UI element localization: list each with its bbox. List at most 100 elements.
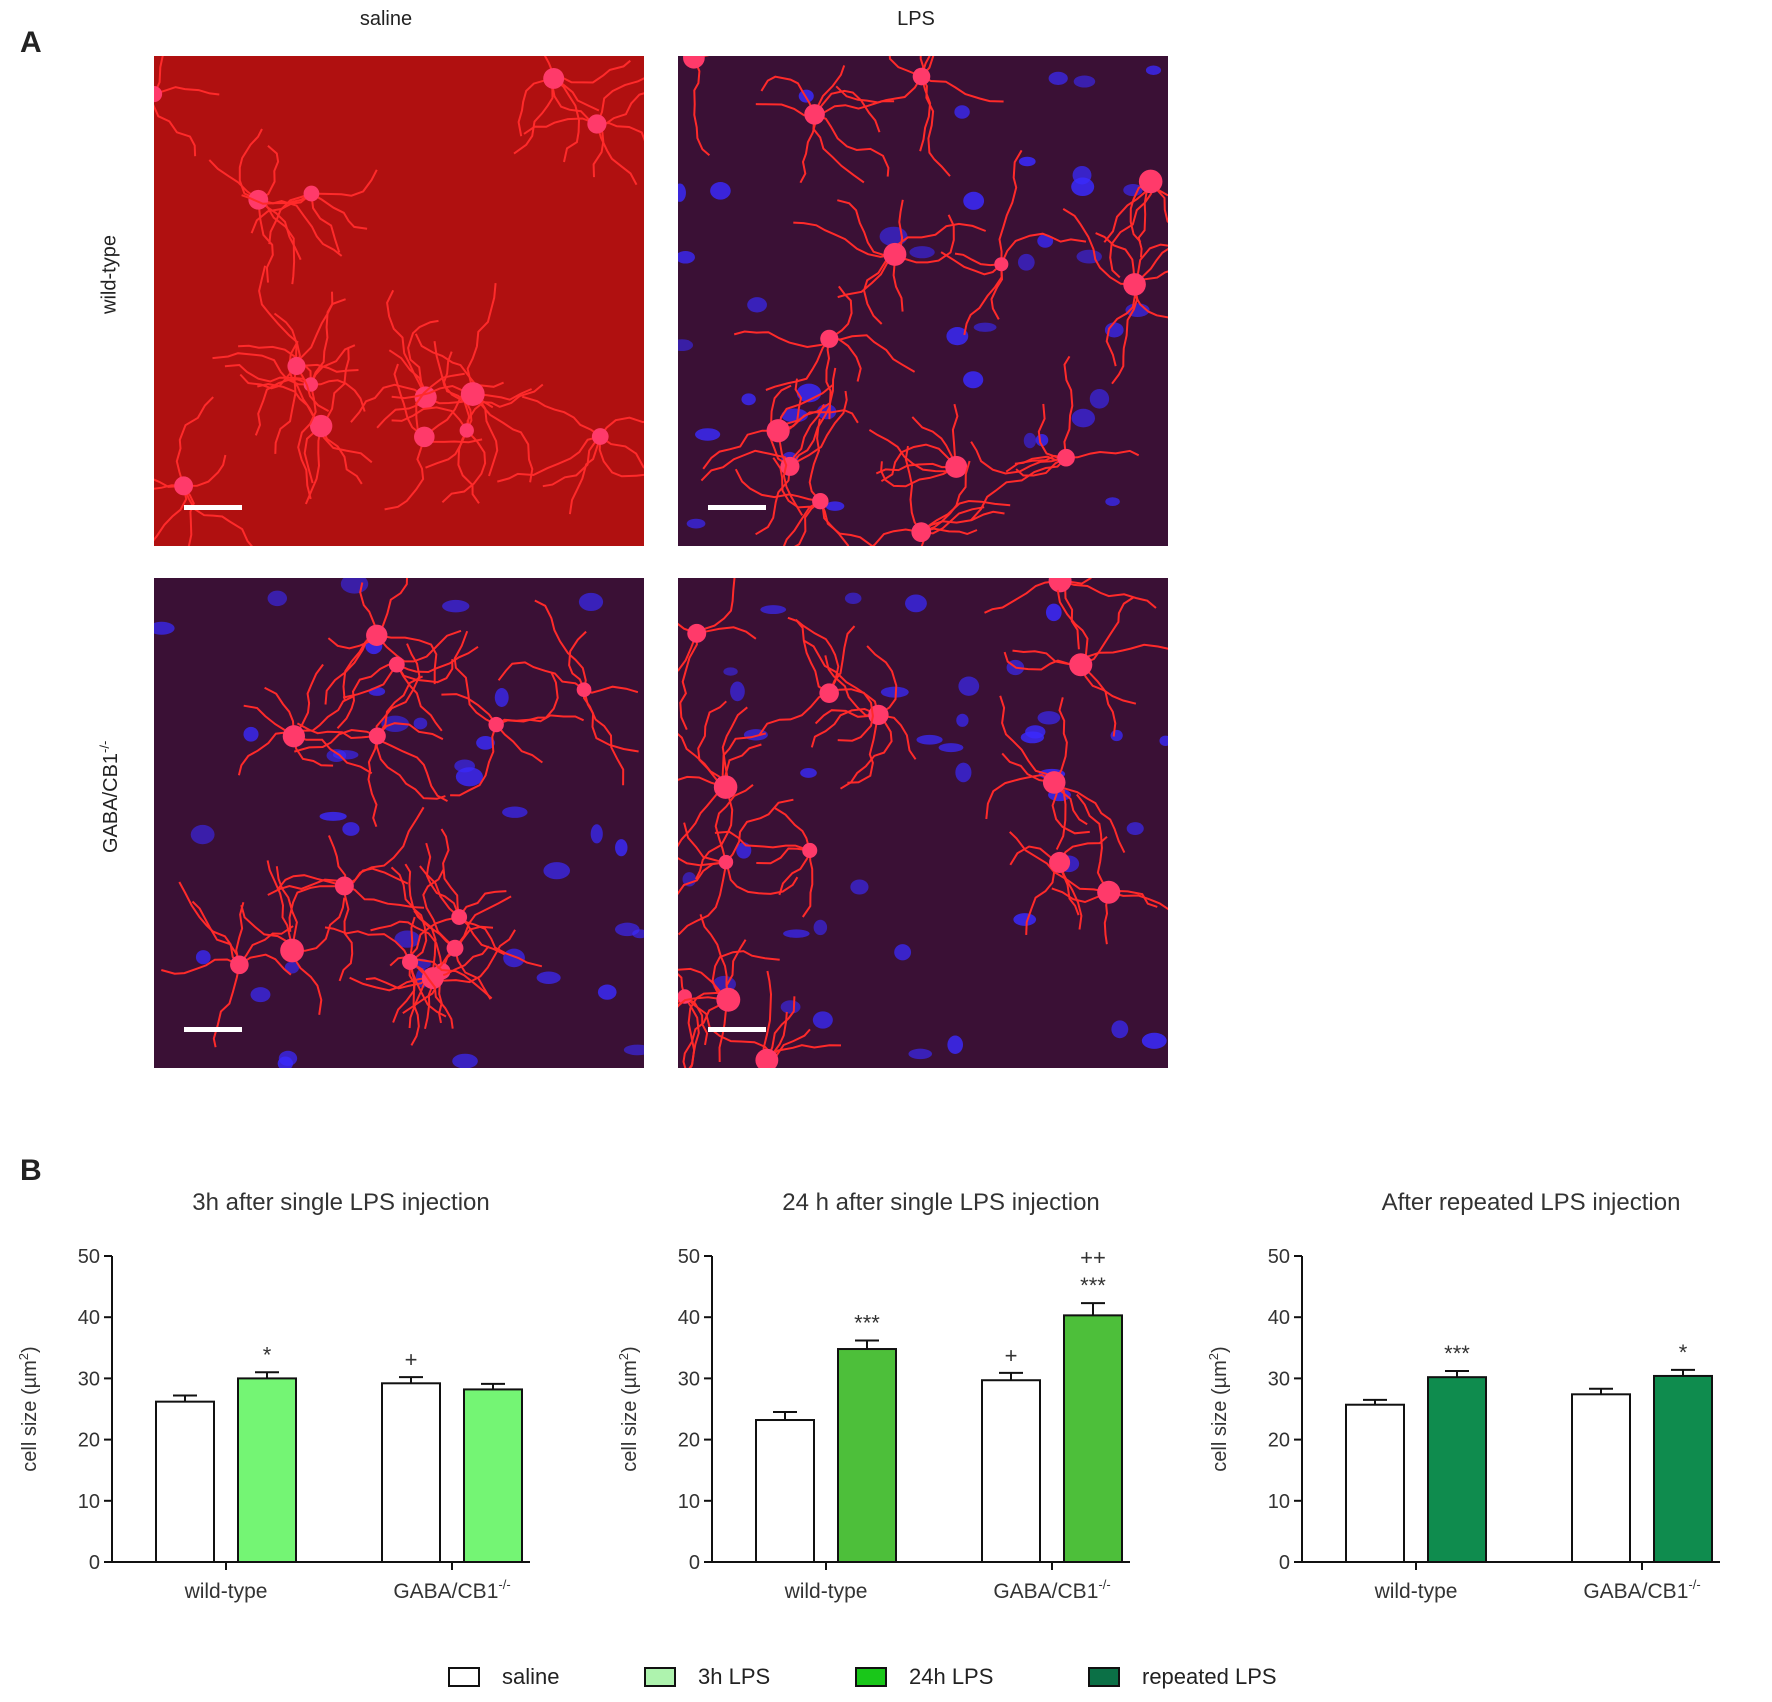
microglia-process — [241, 192, 312, 205]
microglia-process — [1103, 181, 1152, 243]
bar — [1345, 1403, 1405, 1563]
microglia-process — [466, 283, 497, 395]
microglia-process — [311, 169, 378, 197]
microglia-process — [238, 344, 312, 385]
microglia-process — [415, 372, 465, 438]
microglia-soma — [716, 987, 741, 1012]
significance-label: *** — [1444, 1341, 1470, 1366]
microglia-process — [497, 435, 601, 483]
nucleus — [1111, 1020, 1129, 1039]
nucleus — [905, 594, 927, 613]
chart-3h: 3h after single LPS injection 0 10 20 30 40 50… — [0, 1180, 590, 1625]
y-tick-label: 50 — [1268, 1246, 1290, 1268]
significance-label: * — [1679, 1340, 1688, 1365]
scale-bar — [708, 1027, 766, 1032]
microglia-process — [1133, 284, 1168, 319]
microglia-process — [1056, 589, 1089, 666]
microglia-process — [954, 252, 1002, 267]
microglia-soma — [1057, 448, 1075, 467]
nucleus — [760, 605, 787, 615]
nucleus — [1072, 165, 1092, 185]
microglia-process — [454, 947, 492, 1000]
microglia-soma — [945, 455, 968, 478]
legend: saline 3h LPS 24h LPS repeated LPS — [0, 1664, 1772, 1700]
microglia-process — [813, 89, 881, 133]
microglia-soma — [287, 356, 306, 376]
nucleus — [623, 1044, 644, 1056]
microglia-soma — [587, 114, 607, 134]
legend-label: 24h LPS — [909, 1664, 994, 1689]
microglia-process — [235, 902, 245, 966]
chart-title: After repeated LPS injection — [1382, 1189, 1681, 1216]
significance-label: *** — [854, 1310, 880, 1335]
microglia-process — [292, 897, 346, 952]
microglia-process — [443, 351, 473, 431]
microglia-soma — [309, 414, 333, 438]
microglia-process — [404, 863, 428, 963]
microglia-process — [568, 630, 587, 691]
microglia-process — [367, 735, 379, 828]
microglia-process — [880, 461, 957, 488]
microglia-process — [919, 76, 932, 152]
microglia-process — [154, 86, 220, 96]
microglia-process — [985, 773, 1055, 820]
microglia-process — [386, 289, 427, 398]
microglia-process — [1000, 232, 1087, 265]
legend-swatch — [644, 1667, 676, 1687]
microglia-process — [1063, 355, 1074, 458]
microglia-soma — [451, 909, 468, 925]
nucleus — [284, 961, 300, 974]
bar — [1063, 1314, 1123, 1563]
microglia-soma — [1138, 169, 1163, 194]
microglia-process — [391, 384, 474, 400]
nucleus — [1037, 234, 1054, 248]
legend-item-24h: 24h LPS — [855, 1664, 993, 1690]
microglia-process — [342, 634, 378, 701]
microglia-process — [495, 723, 543, 764]
microglia-process — [293, 663, 324, 737]
nucleus — [452, 1053, 478, 1068]
chart-24h: 24 h after single LPS injection 0 10 20 30 40… — [600, 1180, 1190, 1625]
nucleus — [442, 599, 470, 613]
microglia-process — [963, 264, 1003, 336]
microglia-process — [598, 436, 644, 478]
nucleus — [1017, 253, 1035, 271]
microglia-process — [472, 388, 532, 401]
y-tick-label: 20 — [1268, 1430, 1290, 1452]
microglia-process — [154, 484, 184, 490]
microglia-process — [678, 967, 730, 1001]
microglia-process — [208, 159, 259, 201]
microglia-process — [1111, 284, 1139, 385]
y-tick-label: 10 — [1268, 1491, 1290, 1513]
nucleus — [783, 929, 810, 938]
nucleus — [1023, 432, 1037, 449]
nucleus — [710, 182, 731, 200]
microglia-soma — [421, 967, 444, 990]
nucleus — [909, 246, 935, 259]
microglia-process — [837, 199, 896, 257]
microglia-process — [920, 56, 935, 78]
microglia-process — [257, 199, 274, 283]
microglia-process — [1053, 781, 1126, 854]
nucleus — [741, 393, 756, 406]
row-label-wildtype: wild-type — [98, 235, 121, 314]
microglia-process — [472, 393, 499, 477]
legend-swatch — [448, 1667, 480, 1687]
microglia-process — [154, 478, 184, 488]
microglia-process — [409, 958, 493, 1000]
microglia-process — [793, 221, 896, 258]
microglia-process — [297, 384, 317, 500]
microglia-process — [423, 381, 504, 438]
nucleus — [502, 806, 528, 818]
microglia-process — [812, 114, 865, 184]
microglia-process — [238, 925, 294, 966]
microglia-soma — [718, 854, 734, 870]
microglia-process — [794, 500, 821, 546]
y-tick-label: 0 — [689, 1552, 700, 1574]
nucleus — [1013, 913, 1037, 926]
microglia-process — [1053, 697, 1068, 784]
microglia-process — [264, 686, 295, 737]
nucleus — [800, 768, 817, 778]
bar — [1653, 1374, 1713, 1563]
microglia-process — [338, 885, 354, 982]
